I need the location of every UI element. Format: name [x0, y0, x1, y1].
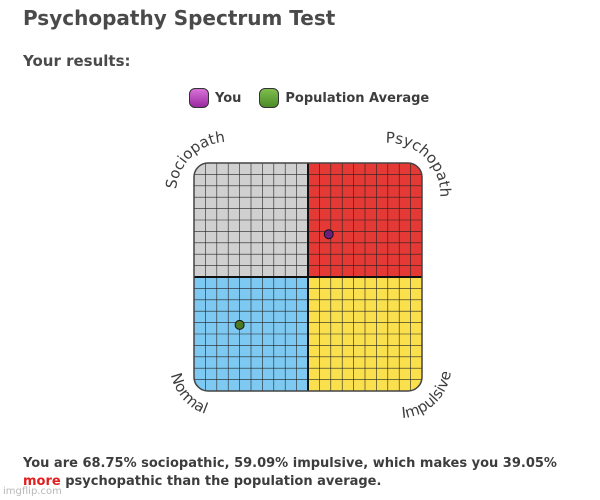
result-text-after: psychopathic than the population average…: [60, 474, 382, 489]
legend-label-you: You: [215, 90, 242, 106]
result-text: You are 68.75% sociopathic, 59.09% impul…: [23, 455, 583, 491]
chart-border: [193, 162, 423, 392]
result-highlight: more: [23, 474, 61, 489]
quadrant-grid: [194, 163, 422, 391]
legend-swatch-you: [189, 88, 209, 108]
spectrum-chart: Sociopath Psychopath Normal Impulsive: [162, 128, 455, 422]
legend-item-you: You: [189, 88, 241, 108]
results-subtitle: Your results:: [23, 52, 131, 70]
data-points: [234, 229, 334, 330]
result-text-before: You are 68.75% sociopathic, 59.09% impul…: [23, 456, 557, 471]
legend-label-population: Population Average: [285, 90, 430, 106]
legend-swatch-population: [259, 88, 280, 108]
legend-item-population: Population Average: [259, 88, 429, 108]
point-you: [323, 229, 334, 240]
point-population-average: [234, 319, 245, 330]
page-title: Psychopathy Spectrum Test: [23, 6, 336, 30]
watermark: imgflip.com: [3, 486, 62, 497]
chart-legend: You Population Average: [189, 88, 447, 108]
